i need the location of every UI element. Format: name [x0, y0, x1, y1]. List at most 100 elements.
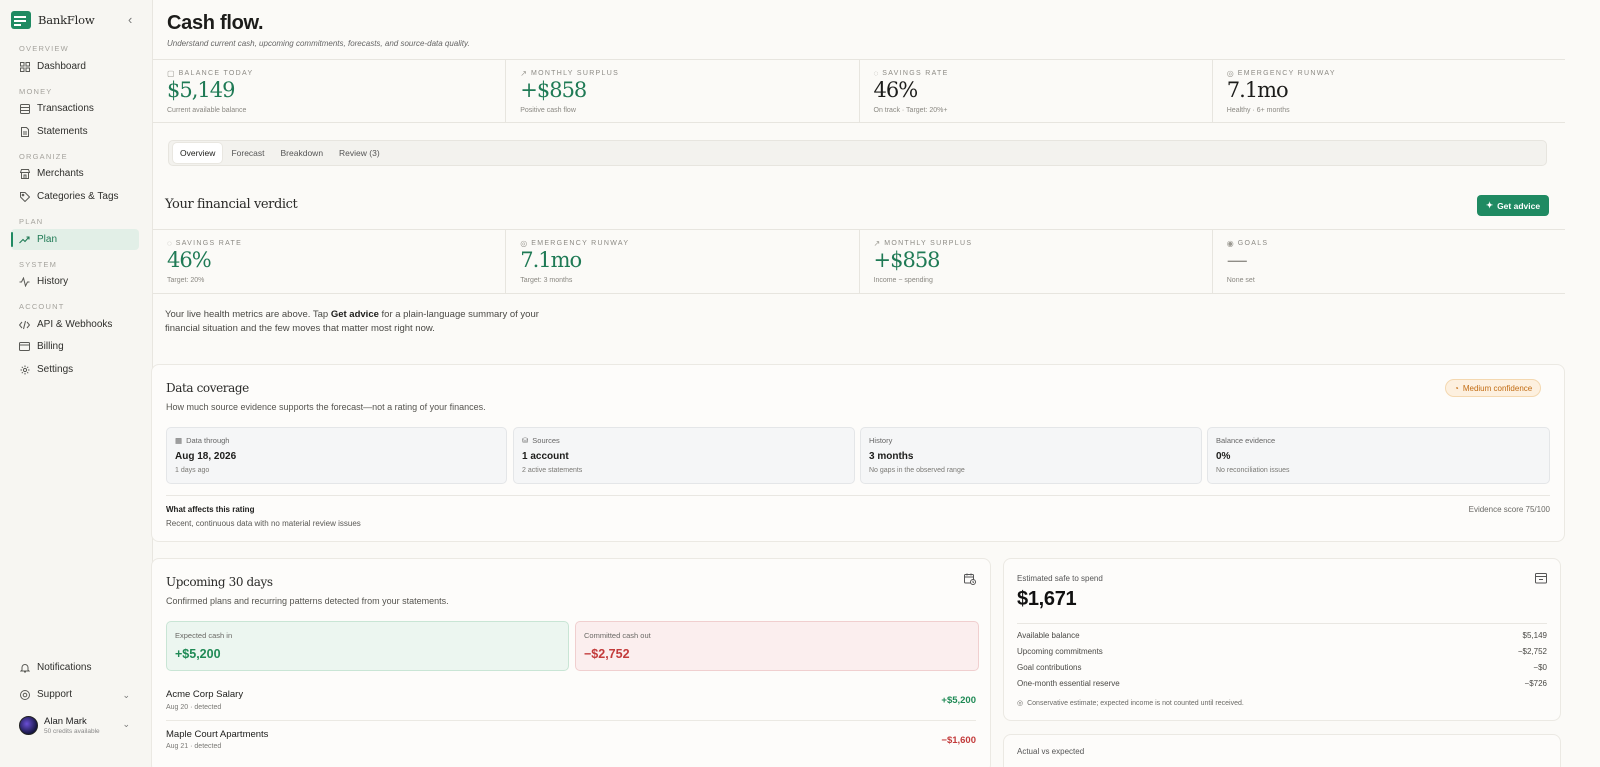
main-content: Cash flow. Understand current cash, upco… [151, 0, 1600, 767]
stat-value: +$858 [873, 248, 941, 272]
evidence-score: Evidence score 75/100 [1468, 505, 1550, 514]
tab-overview[interactable]: Overview [173, 143, 223, 163]
piggy-bank-icon: ◌ [873, 69, 879, 78]
sidebar-item-label: Transactions [37, 103, 94, 114]
sidebar-item-merchants[interactable]: Merchants [11, 163, 139, 184]
activity-icon [19, 276, 30, 287]
upcoming-card: Upcoming 30 days Confirmed plans and rec… [151, 558, 991, 767]
target-icon: ◉ [1226, 239, 1234, 248]
stat-label: Savings rate [882, 70, 949, 77]
sidebar-item-notifications[interactable]: Notifications [11, 657, 139, 678]
coverage-sources: ⛁ Sources 1 account 2 active statements [513, 427, 855, 484]
sidebar-item-label: Merchants [37, 168, 84, 179]
gear-icon [19, 364, 30, 375]
committed-cash-out: Committed cash out −$2,752 [575, 621, 979, 671]
sidebar-item-label: Statements [37, 126, 88, 137]
sidebar-item-label: Notifications [37, 662, 92, 673]
stat-value: +$858 [520, 78, 587, 102]
sparkle-icon: ✦ [1485, 200, 1494, 210]
user-menu[interactable]: Alan Mark 50 credits available [19, 716, 100, 735]
page-subtitle: Understand current cash, upcoming commit… [167, 39, 470, 48]
list-item[interactable]: Maple Court Apartments Aug 21 · detected… [166, 720, 976, 758]
stat-note: On track · Target: 20%+ [873, 107, 948, 114]
nav-section-account: Account [19, 302, 65, 311]
get-advice-button[interactable]: ✦ Get advice [1477, 195, 1549, 216]
user-name: Alan Mark [44, 716, 87, 727]
tab-forecast[interactable]: Forecast [231, 148, 265, 158]
store-icon [19, 168, 30, 179]
coverage-note: 1 days ago [175, 467, 210, 474]
sidebar-item-api-webhooks[interactable]: API & Webhooks [11, 314, 139, 335]
trend-up-icon: ↗ [520, 69, 527, 78]
top-stats: ▢ Balance today $5,149 Current available … [153, 59, 1565, 123]
card-subtitle: How much source evidence supports the fo… [166, 402, 486, 412]
sidebar-item-plan[interactable]: Plan [11, 229, 139, 250]
item-amount: +$5,200 [941, 695, 976, 706]
stat-value: $5,149 [167, 78, 235, 102]
tab-review[interactable]: Review (3) [339, 148, 380, 158]
stat-value: 46% [873, 78, 919, 102]
nav-section-plan: Plan [19, 217, 44, 226]
stat-note: None set [1226, 277, 1255, 284]
nav-section-overview: Overview [19, 44, 69, 53]
page-title: Cash flow. [167, 12, 264, 34]
calendar-clock-icon[interactable] [964, 573, 976, 588]
sidebar-item-label: Support [37, 689, 73, 700]
actual-vs-expected-card: Actual vs expected [1003, 734, 1561, 767]
coverage-balance-evidence: Balance evidence 0% No reconciliation is… [1207, 427, 1550, 484]
stat-label: Emergency runway [1237, 70, 1336, 77]
sidebar-item-transactions[interactable]: Transactions [11, 98, 139, 119]
sidebar-item-support[interactable]: Support [11, 684, 139, 705]
sidebar-item-dashboard[interactable]: Dashboard [11, 56, 139, 77]
cash-in-value: +$5,200 [175, 647, 221, 661]
cash-in-label: Expected cash in [175, 631, 233, 640]
bell-icon [19, 662, 30, 673]
safe-line: One-month essential reserve −$726 [1017, 679, 1547, 688]
sidebar-item-label: Billing [37, 341, 64, 352]
safe-value: $1,671 [1017, 588, 1077, 610]
item-meta: Aug 20 · detected [166, 704, 222, 711]
tab-breakdown[interactable]: Breakdown [280, 148, 324, 158]
sidebar-item-history[interactable]: History [11, 271, 139, 292]
sidebar-item-statements[interactable]: Statements [11, 121, 139, 142]
item-name: Maple Court Apartments [166, 729, 269, 740]
view-tabs: Overview Forecast Breakdown Review (3) [168, 140, 1547, 166]
affects-title: What affects this rating [166, 505, 255, 514]
card-icon [19, 341, 30, 352]
user-chevron-down-icon[interactable]: ⌄ [122, 719, 130, 729]
item-name: Acme Corp Salary [166, 689, 244, 700]
sidebar-item-billing[interactable]: Billing [11, 336, 139, 357]
coverage-note: No gaps in the observed range [869, 467, 965, 474]
sidebar: BankFlow ‹ Overview Dashboard Money Tran… [0, 0, 153, 767]
sidebar-item-categories[interactable]: Categories & Tags [11, 186, 139, 207]
brand[interactable]: BankFlow [11, 11, 95, 29]
sidebar-item-label: Categories & Tags [37, 191, 119, 202]
affects-subtitle: Recent, continuous data with no material… [166, 519, 361, 528]
coverage-label: History [869, 436, 893, 445]
item-amount: −$1,600 [941, 735, 976, 746]
cash-out-value: −$2,752 [584, 647, 630, 661]
data-coverage-card: Data coverage How much source evidence s… [151, 364, 1565, 542]
card-subtitle: Confirmed plans and recurring patterns d… [166, 596, 449, 606]
stat-label: Goals [1237, 240, 1269, 247]
sidebar-item-settings[interactable]: Settings [11, 359, 139, 380]
divider [166, 495, 1550, 496]
coverage-value: 1 account [522, 451, 569, 462]
stat-note: Positive cash flow [520, 107, 576, 114]
wallet-icon[interactable] [1535, 572, 1547, 587]
stat-note: Target: 20% [167, 277, 205, 284]
support-chevron-down-icon[interactable]: ⌄ [122, 690, 130, 700]
stat-label: Savings rate [175, 240, 243, 247]
list-icon [19, 103, 30, 114]
list-item[interactable]: Acme Corp Salary Aug 20 · detected +$5,2… [166, 685, 976, 723]
stat-savings-rate: ◌ Savings rate 46% On track · Target: 20%… [860, 60, 1213, 122]
card-title: Actual vs expected [1017, 747, 1085, 756]
nav-section-organize: Organize [19, 152, 68, 161]
support-icon [19, 689, 30, 700]
stat-value: — [1226, 248, 1248, 272]
collapse-sidebar-icon[interactable]: ‹ [128, 12, 133, 27]
get-advice-label: Get advice [1497, 200, 1541, 211]
confidence-label: Medium confidence [1462, 383, 1533, 393]
coverage-value: 0% [1216, 451, 1231, 462]
stat-label: Emergency runway [531, 240, 630, 247]
